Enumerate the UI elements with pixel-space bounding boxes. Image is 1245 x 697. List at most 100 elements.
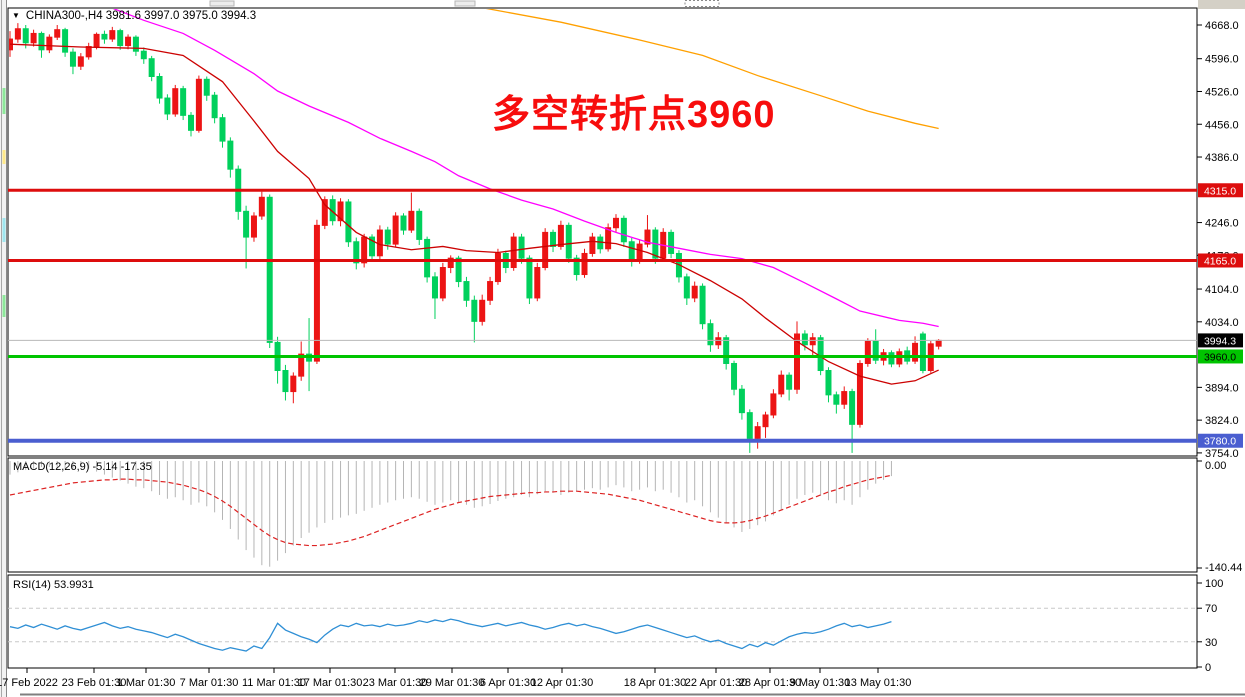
background-window-edge (0, 0, 7, 697)
candle-body (778, 374, 785, 395)
moving-average-orange[interactable] (482, 8, 939, 130)
candle-bull (54, 25, 61, 40)
macd-signal-line (9, 474, 892, 547)
macd-pane[interactable] (7, 457, 1198, 573)
candle-bull (754, 422, 761, 449)
candle-body (794, 333, 800, 390)
candle-bear (919, 331, 926, 374)
support-line-3780-badge-label: 3780.0 (1204, 436, 1236, 448)
candle-body (101, 33, 108, 40)
candle-bear (550, 229, 557, 253)
moving-average-magenta[interactable] (97, 2, 939, 328)
candle-bear (266, 194, 273, 349)
window-edge-speck (2, 88, 6, 114)
candle-body (573, 257, 580, 276)
candle-bear (699, 283, 706, 330)
candle-body (227, 140, 234, 170)
candle-bear (786, 372, 793, 401)
candle-bull (77, 53, 84, 70)
candle-bull (691, 281, 698, 303)
candle-body (353, 241, 360, 264)
candle-body (817, 337, 824, 372)
candle-body (597, 236, 604, 250)
candle-body (62, 29, 69, 53)
rsi-pane[interactable] (7, 574, 1198, 669)
candle-bear (620, 215, 627, 247)
candle-bear (431, 272, 438, 320)
candle-body (345, 201, 352, 243)
candle-bear (353, 237, 360, 270)
macd-axis-label: -140.44 (1205, 562, 1242, 574)
candle-bear (164, 94, 171, 121)
candle-bear (707, 319, 714, 352)
date-axis-label: 17 Feb 2022 (0, 677, 58, 689)
candle-body (188, 114, 195, 131)
price-axis-tick-label: 4526.0 (1205, 86, 1239, 98)
price-axis-tick-label: 4668.0 (1205, 20, 1239, 32)
resistance-line-4315-badge (1198, 183, 1243, 198)
candle-body (786, 374, 793, 390)
date-axis-label: 1 Mar 01:30 (117, 677, 176, 689)
candle-bear (101, 30, 108, 44)
candle-body (715, 337, 722, 346)
candle-body (605, 227, 612, 250)
candle-bear (652, 227, 659, 264)
candle-bear (526, 255, 533, 305)
window-edge-speck (2, 295, 6, 317)
candle-bull (542, 228, 549, 271)
candle-body (400, 215, 407, 231)
candle-bull (864, 338, 871, 367)
window-chrome-fragment (209, 0, 235, 7)
date-axis-label: 29 Mar 01:30 (420, 677, 485, 689)
candle-bull (494, 248, 501, 285)
candle-body (935, 339, 942, 347)
moving-average-red[interactable] (9, 43, 939, 385)
price-axis-tick-label: 4104.0 (1205, 284, 1239, 296)
candle-bear (38, 31, 45, 58)
candle-bear (219, 113, 226, 148)
date-axis[interactable]: 17 Feb 2022 23 Feb 01:301 Mar 01:30 7 Mar … (0, 668, 911, 689)
window-chrome-fragment (454, 0, 476, 7)
date-axis-label: 23 Feb 01:30 (62, 677, 127, 689)
candle-bull (589, 232, 596, 257)
candle-body (282, 370, 289, 393)
candle-body (691, 285, 698, 299)
candle-body (707, 323, 714, 346)
date-axis-label: 28 Apr 01:30 (739, 677, 801, 689)
candle-bull (581, 248, 588, 278)
candle-bull (605, 223, 612, 252)
candle-body (628, 241, 635, 261)
date-axis-label: 6 Apr 01:30 (480, 677, 536, 689)
candle-body (487, 281, 494, 301)
candle-body (770, 393, 777, 416)
candle-body (746, 412, 753, 439)
candle-body (565, 224, 572, 259)
candle-body (526, 257, 533, 299)
candle-body (612, 217, 619, 229)
candle-body (699, 285, 706, 325)
candle-bear (833, 391, 840, 414)
window-chrome-corner (1198, 0, 1245, 9)
candle-bull (172, 84, 179, 117)
candle-body (668, 231, 675, 254)
candle-bear (400, 213, 407, 235)
candle-body (494, 252, 501, 283)
main-chart-pane[interactable] (7, 7, 1198, 457)
candle-bear (683, 273, 690, 305)
candle-body (85, 46, 92, 58)
date-axis-label: 9 May 01:30 (790, 677, 851, 689)
candle-bull (46, 34, 53, 54)
candle-body (447, 257, 454, 269)
candle-bull (439, 262, 446, 302)
candle-body (872, 340, 879, 361)
candle-bear (746, 409, 753, 453)
candle-body (424, 238, 431, 278)
candle-body (864, 340, 871, 364)
date-axis-label: 22 Apr 01:30 (685, 677, 747, 689)
candle-bull (856, 360, 863, 428)
candle-bull (841, 386, 848, 409)
candle-body (250, 215, 257, 238)
